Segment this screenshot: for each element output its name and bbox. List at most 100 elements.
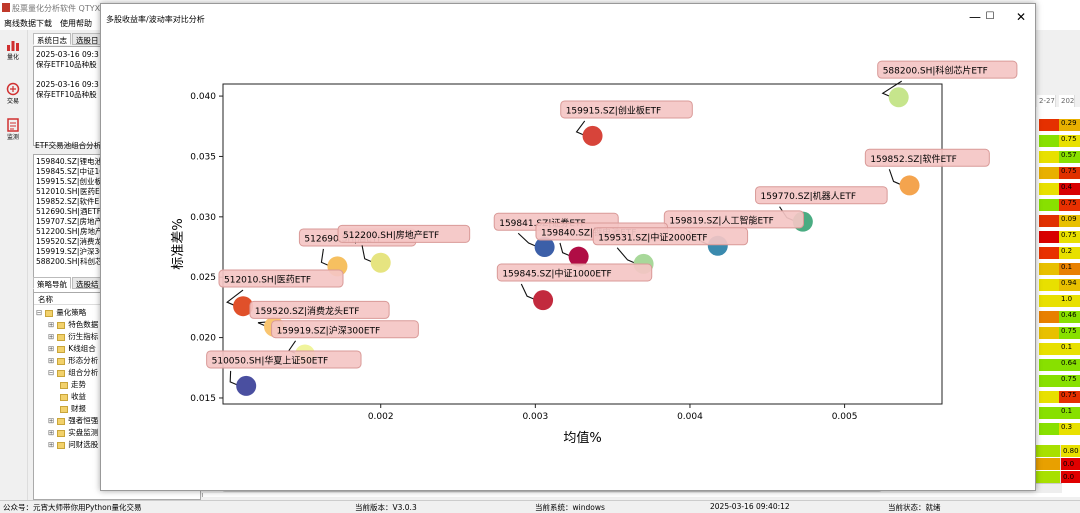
- scatter-point[interactable]: [533, 290, 554, 311]
- tree-item[interactable]: ⊞ 衍生指标: [36, 332, 198, 344]
- heat-cell[interactable]: [1039, 295, 1059, 308]
- heat-cell[interactable]: 0.1: [1059, 407, 1080, 420]
- heat-cell[interactable]: [1039, 231, 1059, 244]
- scatter-point[interactable]: [888, 87, 909, 108]
- scatter-point-group[interactable]: 512200.SH|房地产ETF: [337, 224, 471, 273]
- heat-cell[interactable]: 0.75: [1059, 327, 1080, 340]
- scatter-point-group[interactable]: 588200.SH|科创芯片ETF: [877, 60, 1018, 108]
- heat-cell[interactable]: 0.46: [1059, 311, 1080, 324]
- scatter-point-group[interactable]: 512010.SH|医药ETF: [218, 269, 344, 317]
- heat-cell[interactable]: [1039, 311, 1059, 324]
- heat-cell[interactable]: 0.57: [1059, 151, 1080, 164]
- menu-item-help[interactable]: 使用帮助: [60, 19, 92, 28]
- heat-cell[interactable]: 0.80: [1061, 445, 1080, 457]
- etf-list-item[interactable]: 159852.SZ|软件E: [36, 197, 100, 206]
- scatter-point[interactable]: [370, 252, 391, 273]
- etf-list-item[interactable]: 512200.SH|房地产: [36, 227, 102, 236]
- tree-item[interactable]: ⊞ 问财选股 (共1个): [36, 440, 198, 452]
- heat-cell[interactable]: 0.0: [1061, 458, 1080, 470]
- tree-item[interactable]: ⊟ 组合分析: [36, 368, 198, 380]
- heat-cell[interactable]: [1039, 343, 1059, 356]
- etf-list-item[interactable]: 512010.SH|医药E: [36, 187, 100, 196]
- etf-list-item[interactable]: 159520.SZ|消费龙: [36, 237, 102, 246]
- tree-item[interactable]: 财报: [36, 404, 198, 416]
- expand-icon[interactable]: ⊞: [48, 332, 55, 341]
- expand-icon[interactable]: ⊞: [48, 344, 55, 353]
- collapse-icon[interactable]: ⊟: [48, 368, 55, 377]
- expand-icon[interactable]: ⊞: [48, 416, 55, 425]
- scatter-point[interactable]: [233, 296, 254, 317]
- heat-cell[interactable]: 0.0: [1061, 471, 1080, 483]
- etf-list-item[interactable]: 588200.SH|科创芯: [36, 257, 102, 266]
- trade-tool-button[interactable]: 交易: [2, 82, 24, 105]
- heat-cell[interactable]: 0.94: [1059, 279, 1080, 292]
- heat-cell[interactable]: [1039, 407, 1059, 420]
- heat-cell[interactable]: [1039, 279, 1059, 292]
- expand-icon[interactable]: ⊞: [48, 356, 55, 365]
- scatter-point[interactable]: [568, 246, 589, 267]
- etf-list-item[interactable]: 159915.SZ|创业板: [36, 177, 102, 186]
- tree-item[interactable]: ⊞ 强者恒强 (共1个): [36, 416, 198, 428]
- etf-list-item[interactable]: 159707.SZ|房地产: [36, 217, 102, 226]
- collapse-icon[interactable]: ⊟: [36, 308, 43, 317]
- scatter-point[interactable]: [534, 237, 555, 258]
- etf-list-item[interactable]: 512690.SH|酒ETF: [36, 207, 102, 216]
- heat-cell[interactable]: 0.64: [1059, 359, 1080, 372]
- heat-cell[interactable]: 0.1: [1059, 343, 1080, 356]
- heat-cell[interactable]: 0.75: [1059, 231, 1080, 244]
- scatter-point[interactable]: [582, 125, 603, 146]
- expand-icon[interactable]: ⊞: [48, 440, 55, 449]
- expand-icon[interactable]: ⊞: [48, 428, 55, 437]
- tree-item[interactable]: 走势: [36, 380, 198, 392]
- scatter-point-group[interactable]: 159770.SZ|机器人ETF: [755, 186, 888, 232]
- heat-cell[interactable]: 0.75: [1059, 199, 1080, 212]
- tab-stock-result[interactable]: 选股结: [72, 277, 103, 289]
- monitor-tool-button[interactable]: 监测: [2, 118, 24, 141]
- heat-cell[interactable]: [1039, 183, 1059, 196]
- etf-list-item[interactable]: 159845.SZ|中证10: [36, 167, 102, 176]
- scatter-point-group[interactable]: 159520.SZ|消费龙头ETF: [249, 300, 390, 337]
- scatter-point[interactable]: [899, 175, 920, 196]
- heat-cell[interactable]: 0.29: [1059, 119, 1080, 132]
- tree-item[interactable]: ⊞ 实盘监测 (共3个): [36, 428, 198, 440]
- expand-icon[interactable]: ⊞: [48, 320, 55, 329]
- heat-cell[interactable]: 1.0: [1059, 295, 1080, 308]
- heat-cell[interactable]: [1039, 167, 1059, 180]
- heat-cell[interactable]: [1039, 391, 1059, 404]
- scatter-point[interactable]: [236, 375, 257, 396]
- heat-cell[interactable]: [1039, 151, 1059, 164]
- heat-cell[interactable]: 0.75: [1059, 167, 1080, 180]
- heat-cell[interactable]: [1039, 215, 1059, 228]
- heat-cell[interactable]: [1039, 263, 1059, 276]
- tree-item[interactable]: ⊟ 量化策略: [36, 308, 198, 320]
- heat-cell[interactable]: [1039, 135, 1059, 148]
- scatter-point-group[interactable]: 510050.SH|华夏上证50ETF: [206, 350, 362, 396]
- etf-list-item[interactable]: 159840.SZ|锂电池: [36, 157, 102, 166]
- tree-item[interactable]: ⊞ 特色数据: [36, 320, 198, 332]
- tree-item[interactable]: ⊞ 形态分析: [36, 356, 198, 368]
- tree-item[interactable]: 收益: [36, 392, 198, 404]
- heat-cell[interactable]: 0.3: [1059, 423, 1080, 436]
- heat-cell[interactable]: [1039, 327, 1059, 340]
- tab-stock-log[interactable]: 选股日: [72, 33, 103, 45]
- heat-cell[interactable]: 0.75: [1059, 135, 1080, 148]
- quant-tool-button[interactable]: 量化: [2, 38, 24, 61]
- heat-cell[interactable]: 0.1: [1059, 263, 1080, 276]
- maximize-button[interactable]: ☐: [985, 11, 995, 22]
- heat-cell[interactable]: 0.09: [1059, 215, 1080, 228]
- etf-list-item[interactable]: 159919.SZ|沪深30: [36, 247, 102, 256]
- minimize-button[interactable]: —: [969, 10, 981, 24]
- heat-cell[interactable]: 0.2: [1059, 247, 1080, 260]
- scatter-point-group[interactable]: 159852.SZ|软件ETF: [864, 148, 990, 196]
- tree-item[interactable]: ⊞ K线组合: [36, 344, 198, 356]
- heat-cell[interactable]: [1039, 119, 1059, 132]
- heat-cell[interactable]: [1039, 423, 1059, 436]
- heat-cell[interactable]: 0.75: [1059, 375, 1080, 388]
- scatter-point-group[interactable]: 159845.SZ|中证1000ETF: [496, 263, 653, 311]
- heat-cell[interactable]: 0.75: [1059, 391, 1080, 404]
- heat-cell[interactable]: [1039, 359, 1059, 372]
- tab-strategy-nav[interactable]: 策略导航: [33, 277, 71, 289]
- heat-cell[interactable]: [1039, 375, 1059, 388]
- tab-system-log[interactable]: 系统日志: [33, 33, 71, 45]
- close-button[interactable]: ✕: [1015, 10, 1027, 24]
